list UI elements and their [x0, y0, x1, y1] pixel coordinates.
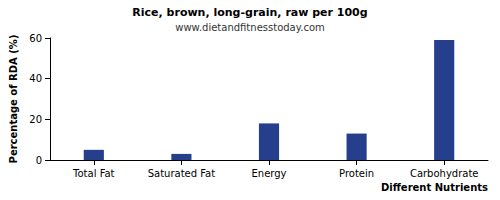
svg-text:www.dietandfitnesstoday.com: www.dietandfitnesstoday.com	[175, 22, 324, 33]
svg-text:Energy: Energy	[251, 168, 286, 179]
svg-text:Protein: Protein	[339, 168, 374, 179]
svg-text:Carbohydrate: Carbohydrate	[410, 168, 479, 179]
svg-text:Total Fat: Total Fat	[72, 168, 114, 179]
svg-text:60: 60	[29, 33, 42, 44]
svg-text:Different Nutrients: Different Nutrients	[381, 182, 488, 193]
svg-text:Percentage of RDA (%): Percentage of RDA (%)	[8, 35, 19, 164]
svg-text:Saturated Fat: Saturated Fat	[148, 168, 216, 179]
svg-text:20: 20	[29, 114, 42, 125]
svg-text:Rice, brown, long-grain, raw p: Rice, brown, long-grain, raw per 100g	[132, 6, 367, 19]
svg-text:0: 0	[36, 155, 42, 166]
svg-text:40: 40	[29, 73, 42, 84]
